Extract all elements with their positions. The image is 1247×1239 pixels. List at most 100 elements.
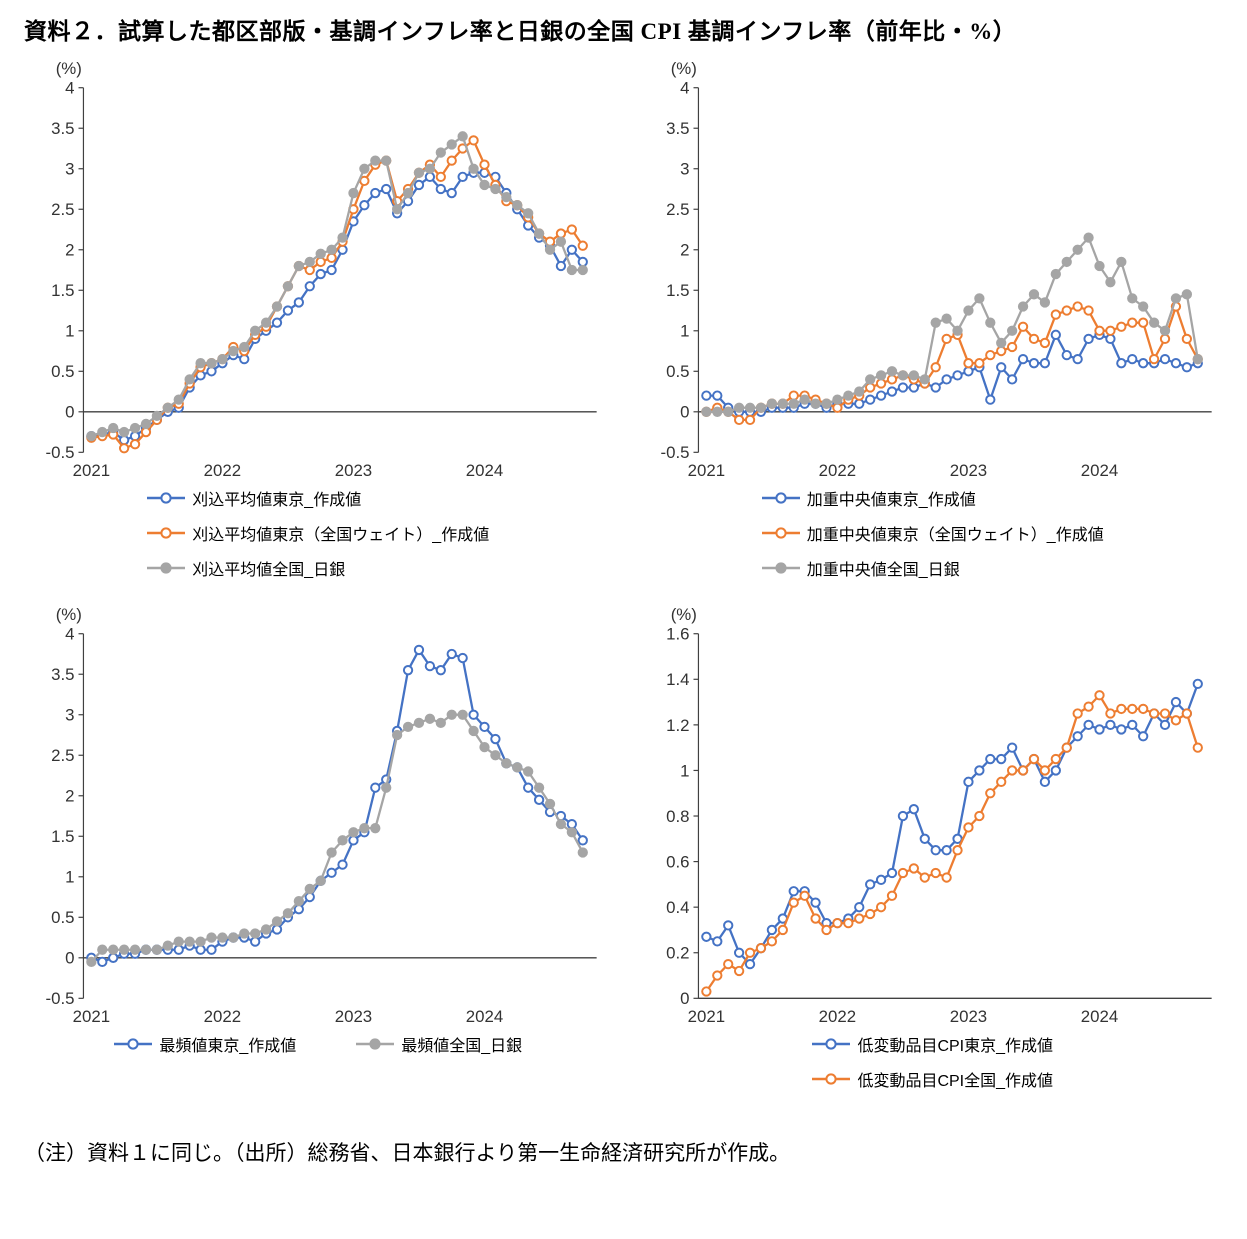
svg-text:0.4: 0.4: [666, 898, 689, 917]
legend-marker-icon: [147, 562, 186, 574]
legend-label: 加重中央値全国_日銀: [806, 562, 960, 579]
legend-item-weighted-median-0: 加重中央値東京_作成値: [761, 486, 976, 510]
legend-marker-icon: [812, 1038, 851, 1050]
charts-grid: -0.5 0 0.5 1 1.5 2 2.5 3 3.5 4 2021 2022 2023 2024 (%)…: [24, 58, 1227, 1091]
chart-weighted-median: -0.5 0 0.5 1 1.5 2 2.5 3 3.5 4 2021 2022 2023 2024 (%)…: [639, 58, 1228, 580]
svg-text:1: 1: [680, 322, 689, 341]
svg-text:0.8: 0.8: [666, 807, 689, 826]
svg-text:1: 1: [65, 322, 74, 341]
svg-text:1.4: 1.4: [666, 670, 689, 689]
legend-label: 最頻値東京_作成値: [159, 1038, 297, 1055]
svg-text:2021: 2021: [687, 1007, 724, 1026]
svg-text:2: 2: [680, 241, 689, 260]
legend-label: 刈込平均値東京（全国ウェイト）_作成値: [192, 527, 490, 544]
svg-text:3: 3: [65, 706, 74, 725]
svg-text:1.2: 1.2: [666, 716, 689, 735]
svg-text:2024: 2024: [466, 1007, 503, 1026]
svg-text:-0.5: -0.5: [46, 989, 75, 1008]
svg-text:1.5: 1.5: [51, 281, 74, 300]
svg-text:(%): (%): [56, 605, 82, 624]
low-volatility-cpi-plot: 0 0.2 0.4 0.6 0.8 1 1.2 1.4 1.6 2021 2022 2023 2024 (…: [666, 605, 1212, 1026]
legend-marker-icon: [147, 492, 186, 504]
svg-text:1.5: 1.5: [666, 281, 689, 300]
svg-text:2024: 2024: [1080, 461, 1117, 480]
svg-text:2: 2: [65, 241, 74, 260]
svg-text:0: 0: [65, 949, 74, 968]
svg-text:-0.5: -0.5: [46, 443, 75, 462]
svg-text:2022: 2022: [818, 461, 855, 480]
legend-label: 最頻値全国_日銀: [401, 1038, 523, 1055]
svg-text:(%): (%): [56, 59, 82, 78]
svg-text:3.5: 3.5: [51, 119, 74, 138]
svg-text:2023: 2023: [949, 1007, 986, 1026]
legend-marker-icon: [147, 527, 186, 539]
legend-label: 刈込平均値全国_日銀: [192, 562, 346, 579]
svg-text:(%): (%): [670, 605, 696, 624]
svg-text:3.5: 3.5: [51, 665, 74, 684]
svg-text:2023: 2023: [335, 1007, 372, 1026]
svg-text:1: 1: [65, 868, 74, 887]
svg-text:2.5: 2.5: [51, 200, 74, 219]
chart-low-volatility-cpi: 0 0.2 0.4 0.6 0.8 1 1.2 1.4 1.6 2021 2022 2023 2024 (…: [639, 604, 1228, 1091]
svg-text:0: 0: [680, 403, 689, 422]
svg-text:2022: 2022: [204, 461, 241, 480]
trimmed-mean-plot: -0.5 0 0.5 1 1.5 2 2.5 3 3.5 4 2021 2022 2023 2024 (%): [46, 59, 597, 480]
svg-text:0.6: 0.6: [666, 853, 689, 872]
legend-label: 刈込平均値東京_作成値: [192, 492, 362, 509]
page-title: 資料２．試算した都区部版・基調インフレ率と日銀の全国 CPI 基調インフレ率（前…: [24, 19, 1017, 44]
legend-label: 低変動品目CPI全国_作成値: [857, 1073, 1054, 1090]
legend-item-mode-1: 最頻値全国_日銀: [356, 1032, 522, 1056]
svg-text:(%): (%): [670, 59, 696, 78]
legend-marker-icon: [114, 1038, 153, 1050]
svg-text:0.5: 0.5: [666, 362, 689, 381]
legend-marker-icon: [761, 527, 800, 539]
legend-item-low-volatility-cpi-0: 低変動品目CPI東京_作成値: [812, 1032, 1053, 1056]
trimmed-mean-legend: 刈込平均値東京_作成値刈込平均値東京（全国ウェイト）_作成値 刈込平均値全国_日銀: [147, 486, 489, 580]
svg-text:4: 4: [680, 79, 689, 98]
mode-legend: 最頻値東京_作成値 最頻値全国_日銀: [24, 1032, 613, 1056]
svg-text:4: 4: [65, 625, 74, 644]
svg-text:2024: 2024: [1080, 1007, 1117, 1026]
mode-plot: -0.5 0 0.5 1 1.5 2 2.5 3 3.5 4 2021 2022 2023 2024 (%): [46, 605, 597, 1026]
legend-item-weighted-median-1: 加重中央値東京（全国ウェイト）_作成値: [761, 521, 1104, 545]
legend-item-mode-0: 最頻値東京_作成値: [114, 1032, 296, 1056]
low-volatility-cpi-legend: 低変動品目CPI東京_作成値 低変動品目CPI全国_作成値: [812, 1032, 1053, 1091]
legend-marker-icon: [761, 562, 800, 574]
svg-text:3: 3: [680, 160, 689, 179]
svg-text:-0.5: -0.5: [660, 443, 689, 462]
svg-text:2022: 2022: [204, 1007, 241, 1026]
legend-marker-icon: [761, 492, 800, 504]
document-page: 資料２．試算した都区部版・基調インフレ率と日銀の全国 CPI 基調インフレ率（前…: [24, 19, 1227, 1165]
svg-text:3: 3: [65, 160, 74, 179]
chart-mode: -0.5 0 0.5 1 1.5 2 2.5 3 3.5 4 2021 2022 2023 2024 (%)…: [24, 604, 613, 1091]
source-note: （注）資料１に同じ。（出所）総務省、日本銀行より第一生命経済研究所が作成。: [24, 1141, 791, 1165]
svg-text:3.5: 3.5: [666, 119, 689, 138]
svg-text:0.5: 0.5: [51, 362, 74, 381]
weighted-median-legend: 加重中央値東京_作成値加重中央値東京（全国ウェイト）_作成値 加重中央値全国_日銀: [761, 486, 1104, 580]
svg-text:1: 1: [680, 761, 689, 780]
svg-text:0: 0: [680, 989, 689, 1008]
legend-marker-icon: [812, 1073, 851, 1085]
svg-text:2.5: 2.5: [51, 746, 74, 765]
svg-text:0.2: 0.2: [666, 944, 689, 963]
svg-text:2021: 2021: [687, 461, 724, 480]
legend-label: 加重中央値東京（全国ウェイト）_作成値: [806, 527, 1104, 544]
svg-text:2021: 2021: [73, 1007, 110, 1026]
svg-text:0.5: 0.5: [51, 908, 74, 927]
legend-label: 低変動品目CPI東京_作成値: [857, 1038, 1054, 1055]
legend-item-weighted-median-2: 加重中央値全国_日銀: [761, 556, 960, 580]
weighted-median-plot: -0.5 0 0.5 1 1.5 2 2.5 3 3.5 4 2021 2022 2023 2024 (%): [660, 59, 1212, 480]
legend-item-low-volatility-cpi-1: 低変動品目CPI全国_作成値: [812, 1067, 1053, 1091]
legend-item-trimmed-mean-1: 刈込平均値東京（全国ウェイト）_作成値: [147, 521, 489, 545]
legend-item-trimmed-mean-0: 刈込平均値東京_作成値: [147, 486, 361, 510]
svg-text:4: 4: [65, 79, 74, 98]
legend-label: 加重中央値東京_作成値: [806, 492, 976, 509]
svg-text:2024: 2024: [466, 461, 503, 480]
legend-marker-icon: [356, 1038, 395, 1050]
svg-text:0: 0: [65, 403, 74, 422]
chart-trimmed-mean: -0.5 0 0.5 1 1.5 2 2.5 3 3.5 4 2021 2022 2023 2024 (%)…: [24, 58, 613, 580]
svg-text:2021: 2021: [73, 461, 110, 480]
svg-text:2.5: 2.5: [666, 200, 689, 219]
svg-text:2023: 2023: [335, 461, 372, 480]
svg-text:1.5: 1.5: [51, 827, 74, 846]
